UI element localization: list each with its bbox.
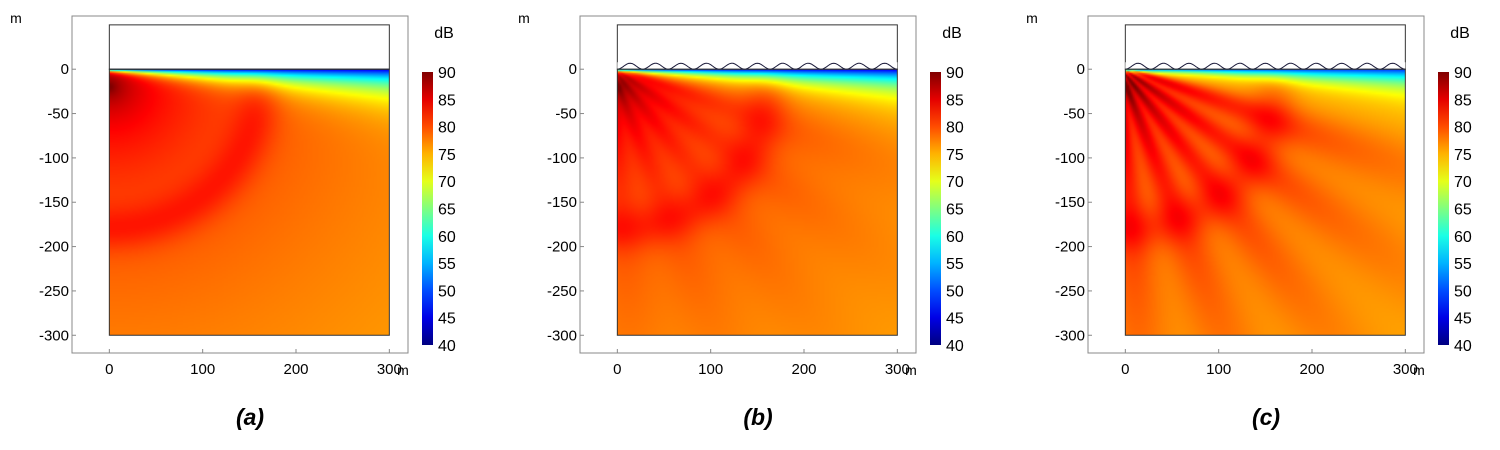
colorbar-tick-label: 50 [1454, 283, 1472, 300]
y-tick-label: -100 [39, 150, 69, 167]
x-axis-unit: m [1413, 362, 1425, 378]
colorbar [422, 72, 433, 345]
y-tick-label: -150 [1055, 194, 1085, 211]
colorbar-tick-label: 65 [1454, 202, 1472, 219]
y-tick-label: 0 [569, 61, 577, 78]
y-tick-label: -250 [547, 283, 577, 300]
y-tick-label: -300 [39, 327, 69, 344]
x-tick-label: 100 [698, 361, 723, 378]
colorbar-tick-label: 85 [946, 92, 964, 109]
y-tick-label: -300 [1055, 327, 1085, 344]
panel-caption: (c) [1252, 404, 1280, 430]
colorbar-label: dB [434, 25, 454, 42]
x-tick-label: 0 [1121, 361, 1129, 378]
colorbar-tick-label: 45 [946, 311, 964, 328]
sound-level-field [1125, 69, 1406, 336]
colorbar-tick-label: 85 [438, 92, 456, 109]
wave-crest-mask [617, 62, 898, 70]
colorbar-tick-label: 60 [1454, 229, 1472, 246]
y-tick-label: -100 [547, 150, 577, 167]
colorbar-tick-label: 80 [946, 120, 964, 137]
y-tick-label: 0 [1077, 61, 1085, 78]
x-tick-label: 100 [1206, 361, 1231, 378]
water-domain-outline [616, 68, 898, 336]
colorbar-label: dB [942, 25, 962, 42]
colorbar-tick-label: 60 [946, 229, 964, 246]
colorbar-tick-label: 90 [946, 65, 964, 82]
colorbar-tick-label: 40 [438, 338, 456, 355]
y-tick-label: -200 [547, 239, 577, 256]
x-tick-label: 0 [105, 361, 113, 378]
y-tick-label: -50 [555, 106, 577, 123]
x-tick-label: 300 [377, 361, 402, 378]
sound-level-field [109, 69, 390, 336]
y-axis-unit: m [10, 10, 22, 26]
water-domain-outline [108, 68, 390, 336]
colorbar-tick-label: 80 [1454, 120, 1472, 137]
panel-caption: (a) [236, 404, 264, 430]
colorbar-tick-label: 45 [438, 311, 456, 328]
colorbar-tick-label: 75 [946, 147, 964, 164]
colorbar-tick-label: 70 [438, 174, 456, 191]
sound-level-field [617, 69, 898, 336]
colorbar-label: dB [1450, 25, 1470, 42]
y-tick-label: -250 [39, 283, 69, 300]
y-tick-label: -200 [39, 239, 69, 256]
colorbar-tick-label: 55 [946, 256, 964, 273]
colorbar [1438, 72, 1449, 345]
colorbar-tick-label: 40 [1454, 338, 1472, 355]
colorbar-tick-label: 65 [946, 202, 964, 219]
panel-caption: (b) [743, 404, 772, 430]
y-tick-label: 0 [61, 61, 69, 78]
y-tick-label: -150 [547, 194, 577, 211]
wavy-sea-surface [617, 62, 898, 70]
x-tick-label: 200 [283, 361, 308, 378]
y-tick-label: -300 [547, 327, 577, 344]
colorbar-tick-label: 40 [946, 338, 964, 355]
x-axis-unit: m [905, 362, 917, 378]
colorbar-tick-label: 50 [438, 283, 456, 300]
y-tick-label: -250 [1055, 283, 1085, 300]
colorbar-tick-label: 70 [946, 174, 964, 191]
y-axis-unit: m [1026, 10, 1038, 26]
wave-crest-mask [1125, 62, 1406, 70]
colorbar-tick-label: 75 [1454, 147, 1472, 164]
colorbar-tick-label: 60 [438, 229, 456, 246]
colorbar-tick-label: 50 [946, 283, 964, 300]
colorbar-tick-label: 90 [1454, 65, 1472, 82]
y-tick-label: -100 [1055, 150, 1085, 167]
colorbar-tick-label: 85 [1454, 92, 1472, 109]
colorbar-tick-label: 55 [1454, 256, 1472, 273]
colorbar-tick-label: 75 [438, 147, 456, 164]
x-axis-unit: m [397, 362, 409, 378]
x-tick-label: 200 [1299, 361, 1324, 378]
water-domain-outline [1124, 68, 1406, 336]
x-tick-label: 0 [613, 361, 621, 378]
colorbar-tick-label: 45 [1454, 311, 1472, 328]
x-tick-label: 100 [190, 361, 215, 378]
colorbar-tick-label: 80 [438, 120, 456, 137]
x-tick-label: 300 [885, 361, 910, 378]
y-axis-unit: m [518, 10, 530, 26]
y-tick-label: -150 [39, 194, 69, 211]
x-tick-label: 200 [791, 361, 816, 378]
colorbar-tick-label: 55 [438, 256, 456, 273]
colorbar-tick-label: 70 [1454, 174, 1472, 191]
colorbar [930, 72, 941, 345]
wavy-sea-surface [1125, 62, 1406, 70]
x-tick-label: 300 [1393, 361, 1418, 378]
y-tick-label: -200 [1055, 239, 1085, 256]
colorbar-tick-label: 65 [438, 202, 456, 219]
colorbar-tick-label: 90 [438, 65, 456, 82]
y-tick-label: -50 [47, 106, 69, 123]
y-tick-label: -50 [1063, 106, 1085, 123]
